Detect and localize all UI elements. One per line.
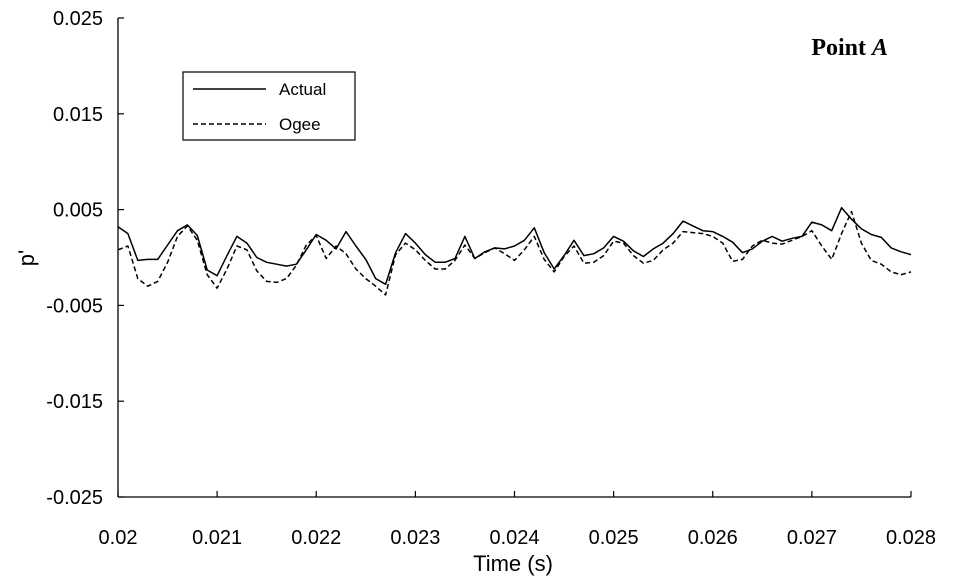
legend: Actual Ogee: [182, 71, 356, 141]
y-axis-title: p': [14, 250, 39, 266]
x-tick-label: 0.024: [489, 527, 539, 549]
x-tick-label: 0.022: [291, 527, 341, 549]
point-annotation-italic: A: [870, 35, 888, 61]
legend-label-ogee: Ogee: [279, 115, 321, 134]
point-annotation-prefix: Point: [811, 35, 872, 61]
series-line-ogee: [117, 210, 912, 296]
y-tick-label: -0.015: [46, 391, 103, 413]
y-tick-label: 0.025: [53, 8, 103, 30]
y-tick-label: 0.015: [53, 104, 103, 126]
x-tick-label: 0.027: [787, 527, 837, 549]
axes-layer: 0.02 0.021 0.022 0.023 0.024 0.025 0.026 0.027 0…: [46, 8, 936, 549]
x-tick-label: 0.025: [589, 527, 639, 549]
y-tick-label: 0.005: [53, 200, 103, 222]
legend-label-actual: Actual: [279, 80, 326, 99]
y-tick-label: -0.025: [46, 487, 103, 509]
x-tick-label: 0.028: [886, 527, 936, 549]
plot-layer: [117, 206, 912, 296]
y-tick-label: -0.005: [46, 295, 103, 317]
x-tick-label: 0.021: [192, 527, 242, 549]
x-tick-label: 0.023: [390, 527, 440, 549]
x-tick-label: 0.02: [99, 527, 138, 549]
x-tick-label: 0.026: [688, 527, 738, 549]
series-line-actual: [117, 206, 912, 286]
legend-box: [182, 71, 356, 141]
x-axis-title: Time (s): [473, 551, 553, 576]
point-annotation: Point A: [811, 35, 888, 61]
